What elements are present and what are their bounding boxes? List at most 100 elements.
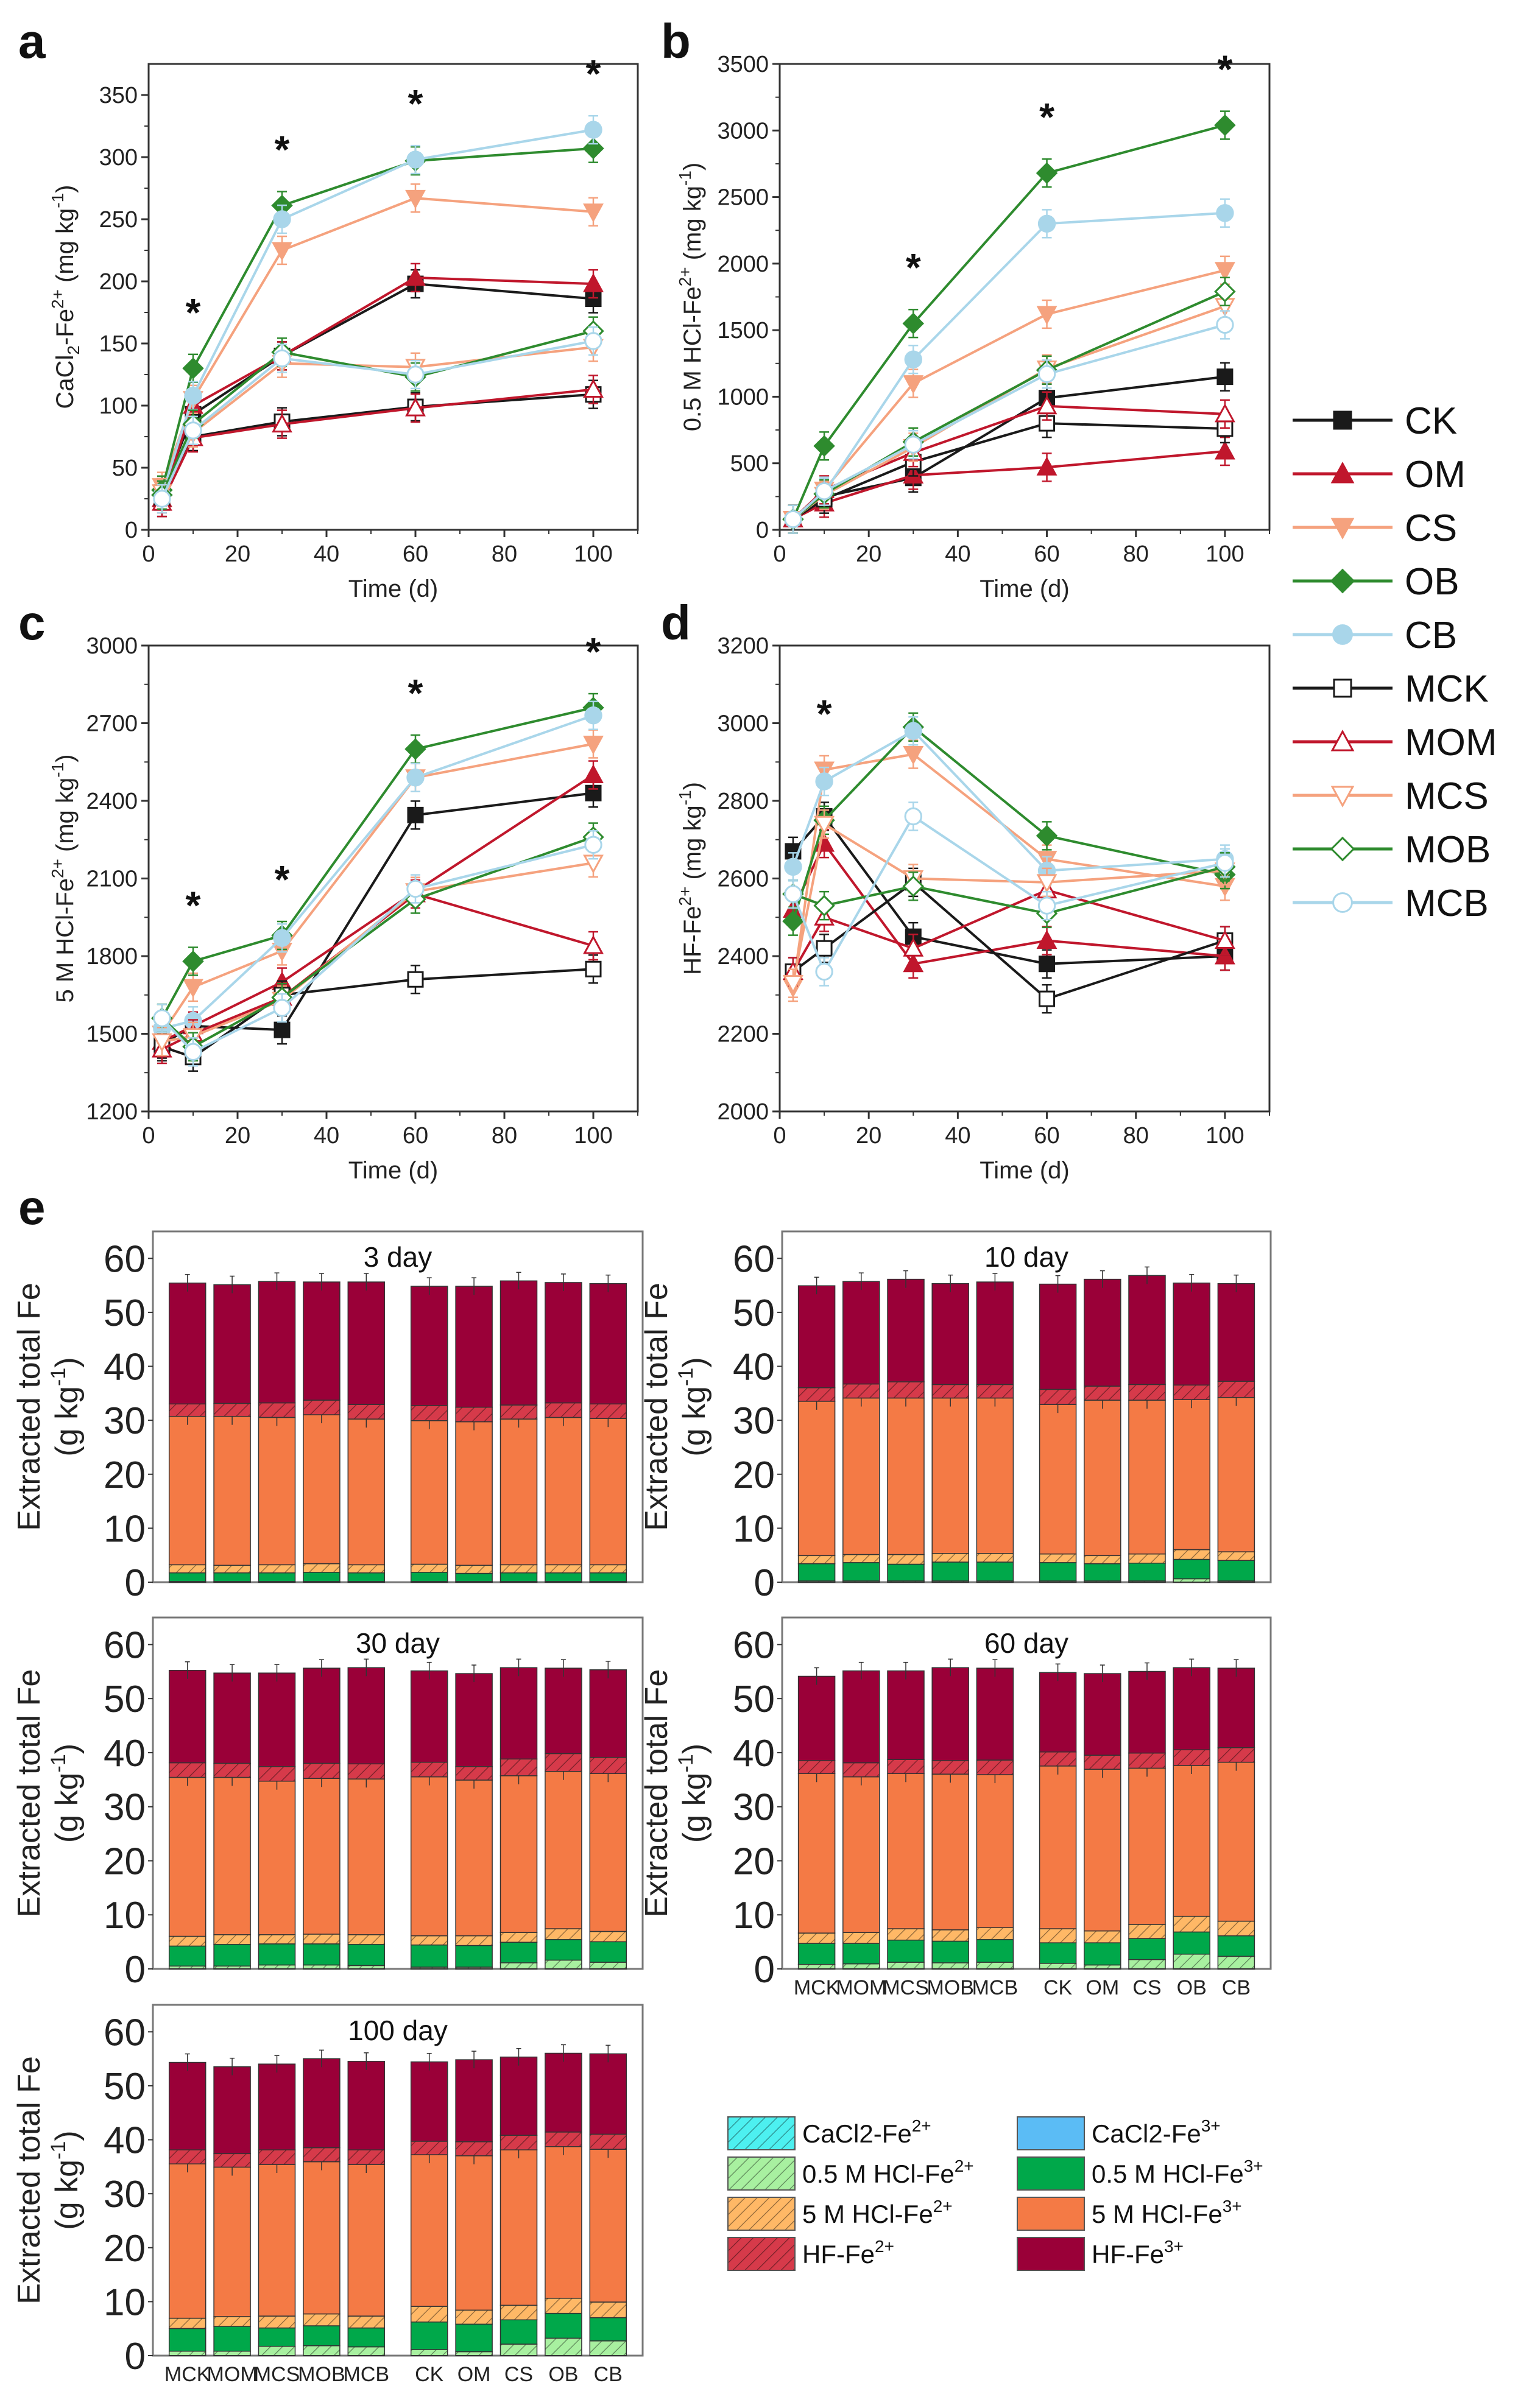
bar-segment xyxy=(545,2146,582,2299)
bar-segment xyxy=(303,1399,341,1415)
data-point xyxy=(1036,306,1057,325)
data-point xyxy=(405,397,426,417)
series-mcs xyxy=(783,291,1235,534)
data-point xyxy=(1216,315,1234,334)
bar-legend-item: HF-Fe2+ xyxy=(727,2237,894,2271)
bar-segment xyxy=(347,1418,386,1566)
legend-item-ck: CK xyxy=(1293,400,1457,442)
bar-segment xyxy=(931,1553,969,1563)
y-tick-label: 2400 xyxy=(717,944,769,970)
bar-segment xyxy=(303,1281,341,1401)
bar-segment xyxy=(1128,1670,1166,1754)
bar-mck xyxy=(168,1274,207,1583)
bar-segment xyxy=(455,1565,493,1574)
bar-segment xyxy=(797,1963,836,1970)
bar-legend: CaCl2-Fe2+ CaCl2-Fe3+ 0.5 M HCl-Fe2+ 0.5 M … xyxy=(727,2116,1263,2271)
x-tick-label: 60 xyxy=(403,541,428,567)
x-axis-title: Time (d) xyxy=(348,1157,438,1184)
bar-segment xyxy=(500,2135,538,2150)
bar-segment xyxy=(545,2298,582,2314)
bar-legend-label: 5 M HCl-Fe2+ xyxy=(802,2197,953,2228)
y-axis-title: 0.5 M HCl-Fe2+ (mg kg-1) xyxy=(676,163,706,431)
bar-segment xyxy=(258,1934,296,1945)
bar-segment xyxy=(589,1773,627,1932)
bar-om xyxy=(1084,1664,1121,1970)
data-point xyxy=(1214,281,1236,303)
legend-marker-icon xyxy=(1333,678,1352,698)
bar-segment xyxy=(589,1572,627,1582)
bar-segment xyxy=(168,1776,207,1937)
bar-segment xyxy=(168,2149,207,2164)
bar-segment xyxy=(589,2149,627,2303)
bar-segment xyxy=(455,2141,493,2156)
significance-star: * xyxy=(586,630,601,674)
bar-mcs xyxy=(887,1270,925,1583)
data-point xyxy=(182,950,204,973)
y-tick-label: 300 xyxy=(99,145,138,171)
legend-label: OM xyxy=(1405,454,1466,496)
bar-segment xyxy=(842,1963,880,1970)
data-point xyxy=(784,857,802,876)
data-point xyxy=(782,910,804,932)
bar-segment xyxy=(976,1927,1014,1940)
bar-segment xyxy=(842,1383,880,1399)
bar-segment xyxy=(1128,1562,1166,1582)
bar-cb xyxy=(589,1661,627,1970)
bar-segment xyxy=(1217,1935,1255,1957)
bar-mom xyxy=(213,1275,251,1583)
bar-segment xyxy=(1084,1964,1121,1970)
bar-segment xyxy=(213,1776,251,1935)
bar-segment xyxy=(213,1403,251,1417)
bar-segment xyxy=(545,1402,582,1418)
legend-label: CK xyxy=(1405,400,1457,442)
series-cb xyxy=(784,198,1234,534)
bar-ob xyxy=(545,1273,582,1583)
bar-segment xyxy=(797,1675,836,1761)
bar-legend-item: CaCl2-Fe2+ xyxy=(727,2116,931,2150)
series-line xyxy=(791,753,1226,988)
data-point xyxy=(407,971,424,988)
x-tick-label: 0 xyxy=(773,1123,786,1149)
y-axis-title: CaCl2-Fe2+ (mg kg-1) xyxy=(48,185,83,409)
y-tick-label: 30 xyxy=(733,1400,775,1442)
bar-legend-label: HF-Fe2+ xyxy=(802,2237,894,2269)
significance-star: * xyxy=(906,245,921,289)
bar-segment xyxy=(455,2059,493,2142)
panel-title: 100 day xyxy=(348,2015,448,2046)
y-tick-label: 30 xyxy=(104,2174,146,2216)
bar-mcb xyxy=(347,2052,386,2356)
data-point xyxy=(583,273,604,292)
series-line xyxy=(792,729,1226,872)
x-tick-label: 40 xyxy=(314,541,339,567)
significance-star: * xyxy=(275,128,290,172)
data-point xyxy=(1214,114,1236,136)
data-point xyxy=(584,836,602,854)
bar-segment xyxy=(545,1770,582,1929)
series-line xyxy=(160,128,594,496)
bar-segment xyxy=(797,1773,836,1934)
series-mcb xyxy=(784,310,1234,534)
bar-mcb xyxy=(976,1659,1014,1970)
bar-segment xyxy=(455,1572,493,1582)
y-tick-label: 50 xyxy=(733,1678,775,1720)
plot-frame xyxy=(781,1616,1272,1970)
bar-segment xyxy=(303,2345,341,2356)
bar-segment xyxy=(303,2313,341,2326)
category-label: CK xyxy=(415,2363,444,2386)
bar-segment xyxy=(931,1384,969,1399)
significance-star: * xyxy=(817,692,832,736)
data-point xyxy=(183,979,203,998)
series-ob xyxy=(151,133,604,505)
panel-letter: d xyxy=(661,596,691,650)
data-point xyxy=(816,940,833,957)
data-point xyxy=(1037,896,1056,915)
bar-segment xyxy=(213,1565,251,1574)
bar-panel-100-day: 100 day 0 10 20 30 40 50 60 Extracted total Fe(g… xyxy=(12,2004,644,2386)
bar-segment xyxy=(168,1935,207,1947)
chart-panel-a: a 0 50 100 150 200 250 300 350 0 20 40 60 80 100 Time (… xyxy=(18,14,639,602)
legend-swatch-icon xyxy=(727,2197,796,2231)
category-label: CB xyxy=(1222,1976,1251,1999)
y-tick-label: 60 xyxy=(733,1238,775,1280)
y-tick-label: 30 xyxy=(104,1787,146,1829)
bar-segment xyxy=(168,2350,207,2356)
